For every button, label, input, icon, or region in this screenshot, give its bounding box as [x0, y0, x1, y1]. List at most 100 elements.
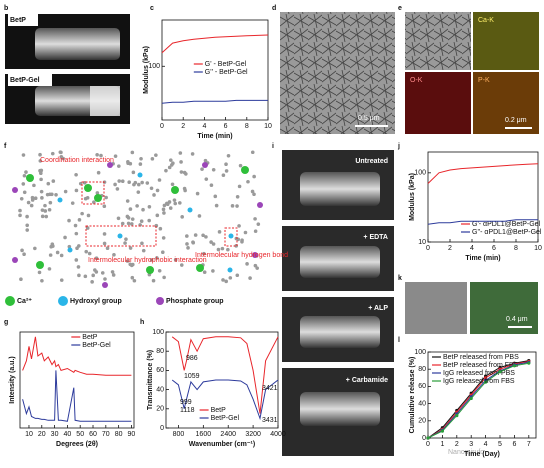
atom — [179, 160, 183, 164]
atom — [87, 251, 92, 256]
atom — [172, 198, 177, 202]
atom — [128, 207, 133, 211]
atom — [50, 151, 55, 156]
atom — [235, 194, 240, 199]
atom — [117, 164, 121, 168]
atom — [45, 192, 50, 197]
ca-ion — [196, 264, 204, 272]
map-ca — [473, 12, 539, 70]
atom — [190, 152, 195, 156]
atom — [111, 273, 116, 277]
interaction-label: Intermolecular hydrophobic interaction — [88, 257, 207, 264]
x-tick-label: 2 — [181, 123, 185, 130]
atom — [179, 170, 184, 174]
atom — [128, 262, 133, 267]
atom — [202, 270, 207, 274]
atom — [113, 154, 118, 158]
atom — [95, 153, 99, 157]
atom — [86, 213, 91, 218]
legend-label: BetP-Gel — [82, 342, 111, 349]
atom — [152, 193, 156, 197]
hydroxyl — [117, 233, 123, 239]
atom — [141, 248, 146, 253]
point — [469, 396, 473, 401]
atom — [123, 241, 127, 245]
x-axis-label: Time (min) — [465, 255, 500, 262]
ca-ion — [36, 261, 44, 269]
atom — [243, 230, 248, 235]
phosphate — [12, 187, 18, 193]
y-tick-label: 0 — [422, 435, 426, 442]
atom — [18, 213, 22, 218]
atom — [252, 174, 256, 179]
atom — [25, 228, 30, 232]
structure-legend: Hydroxyl group — [70, 298, 122, 305]
scale-label: 0.2 μm — [505, 117, 527, 124]
atom — [112, 253, 116, 257]
atom — [230, 204, 235, 208]
atom — [237, 184, 242, 189]
atom — [250, 189, 255, 194]
atom — [162, 275, 166, 280]
interaction-label: Intermolecular hydrogen bond — [195, 252, 288, 259]
atom — [102, 241, 107, 246]
atom — [184, 172, 188, 176]
atom — [178, 151, 183, 155]
panel-label: l — [398, 337, 400, 344]
structure-legend: Ca²⁺ — [17, 298, 32, 305]
series-line — [22, 336, 132, 376]
highlight-box — [224, 227, 238, 247]
atom — [25, 223, 30, 228]
atom — [50, 192, 54, 197]
atom — [151, 278, 156, 283]
series-line — [22, 370, 132, 422]
atom — [183, 188, 187, 193]
atom — [26, 200, 31, 205]
atom — [30, 195, 35, 200]
hydroxyl — [57, 197, 63, 203]
atom — [186, 246, 190, 250]
legend-label: BetP released from FBS — [443, 362, 519, 369]
atom — [125, 214, 130, 219]
atom — [130, 217, 135, 221]
axes-frame — [161, 19, 269, 121]
atom — [33, 196, 38, 201]
atom — [43, 203, 47, 208]
series-line — [161, 34, 269, 54]
panel-label: d — [272, 5, 276, 12]
atom — [48, 200, 53, 205]
atom — [204, 177, 209, 181]
treatment-label: + Carbamide — [346, 377, 388, 384]
phosphate — [107, 162, 113, 168]
atom — [155, 213, 160, 218]
atom — [116, 216, 121, 221]
atom — [130, 275, 135, 280]
atom — [83, 274, 88, 279]
point — [527, 361, 531, 365]
x-tick-label: 2 — [448, 245, 452, 252]
point — [498, 370, 502, 374]
atom — [217, 230, 222, 234]
atom — [21, 153, 26, 157]
atom — [20, 248, 24, 253]
atom — [21, 182, 26, 186]
panel-label: k — [398, 275, 402, 282]
x-axis-label: Wavenumber (cm⁻¹) — [189, 441, 255, 448]
atom — [125, 199, 130, 203]
panel-label: f — [4, 143, 7, 150]
annotation: 3421 — [262, 385, 278, 392]
atom — [201, 233, 205, 238]
atom — [80, 211, 84, 216]
y-axis-label: Modulus (kPa) — [409, 173, 416, 221]
series-line — [161, 99, 268, 104]
atom — [22, 190, 27, 195]
x-tick-label: 30 — [51, 431, 59, 438]
atom — [96, 170, 101, 175]
atom — [67, 218, 71, 223]
atom — [221, 278, 225, 282]
map-label: P-K — [478, 77, 490, 84]
map-label: O-K — [410, 77, 423, 84]
atom — [77, 273, 81, 278]
point — [426, 436, 430, 440]
atom — [130, 150, 135, 155]
